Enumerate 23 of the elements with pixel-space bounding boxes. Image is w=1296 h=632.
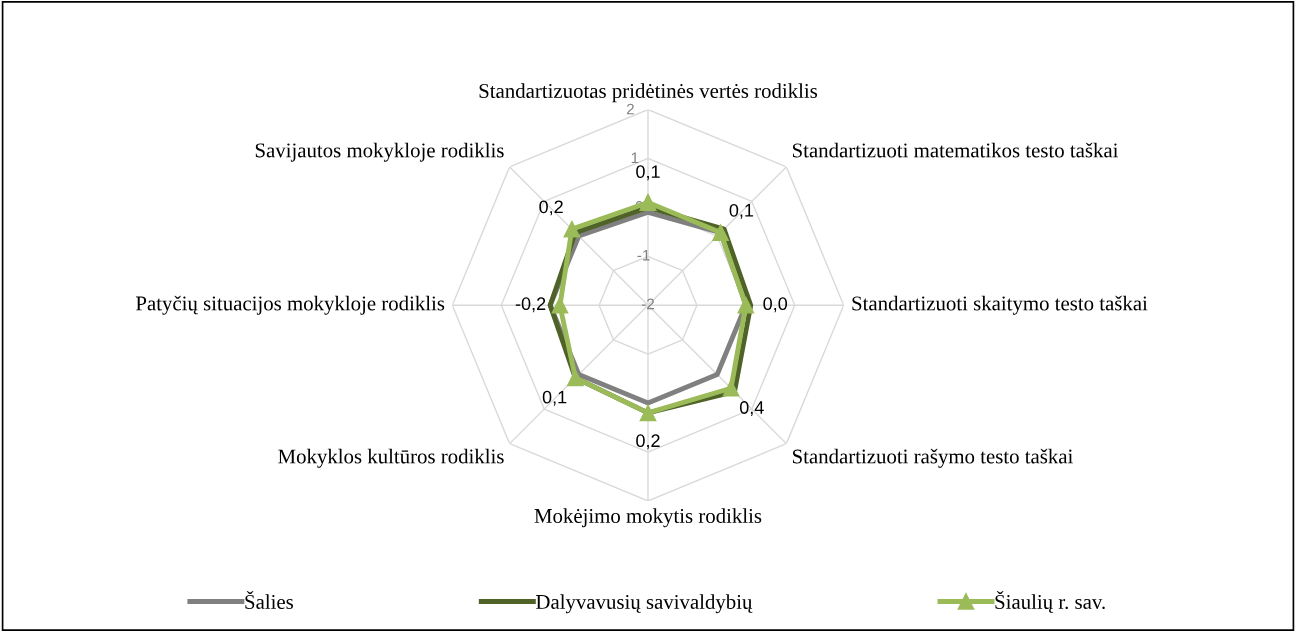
spoke-label: Patyčių situacijos mokykloje rodiklis: [135, 295, 445, 315]
data-label: 0,4: [739, 401, 764, 417]
y-tick-label: -2: [641, 298, 655, 310]
data-label: 0,2: [539, 200, 563, 216]
data-label: -0,2: [515, 297, 546, 313]
data-label: 0,1: [542, 390, 567, 406]
spoke-label: Mokėjimo mokytis rodiklis: [534, 508, 762, 528]
legend-label: Šalies: [245, 590, 294, 609]
spoke-label: Savijautos mokykloje rodiklis: [255, 142, 504, 162]
legend-label: Dalyvavusių savivaldybių: [536, 594, 753, 614]
spoke-label: Standartizuoti rašymo testo taškai: [792, 448, 1073, 468]
data-label: 0,1: [729, 203, 754, 219]
y-tick-label: 2: [626, 103, 634, 115]
spoke-label: Standartizuoti skaitymo testo taškai: [852, 295, 1148, 315]
data-label: 0,1: [636, 165, 660, 181]
spoke-label: Standartizuoti matematikos testo taškai: [792, 142, 1119, 158]
data-label: 0,2: [636, 434, 660, 450]
y-tick-label: -1: [637, 249, 650, 261]
spoke-label: Standartizuotas pridėtinės vertės rodiklis: [479, 83, 818, 103]
spoke-label: Mokyklos kultūros rodiklis: [278, 448, 504, 468]
legend-label: Šiaulių r. sav.: [995, 590, 1105, 613]
data-label: 0,0: [763, 297, 788, 313]
y-tick-label: 1: [631, 152, 639, 164]
